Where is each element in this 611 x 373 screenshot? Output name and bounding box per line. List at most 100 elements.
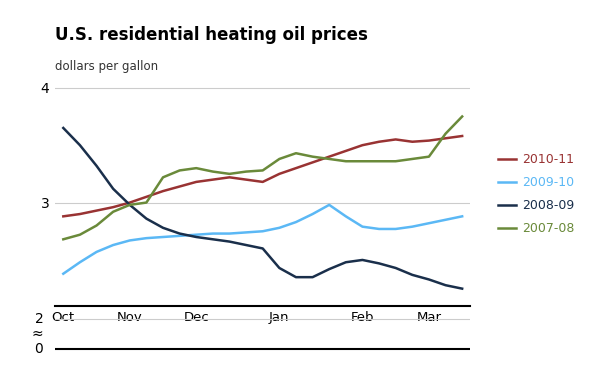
2010-11 bbox=[226, 175, 233, 179]
2009-10 bbox=[326, 203, 333, 207]
Line: 2007-08: 2007-08 bbox=[64, 116, 462, 239]
Text: 2: 2 bbox=[35, 312, 43, 326]
2007-08 bbox=[259, 168, 266, 173]
2010-11 bbox=[126, 200, 133, 205]
2007-08 bbox=[458, 114, 466, 119]
2009-10 bbox=[243, 230, 250, 235]
2007-08 bbox=[109, 210, 117, 214]
2008-09 bbox=[126, 203, 133, 207]
2007-08 bbox=[409, 157, 416, 161]
2009-10 bbox=[109, 243, 117, 247]
2010-11 bbox=[192, 180, 200, 184]
2009-10 bbox=[93, 250, 100, 254]
2010-11 bbox=[60, 214, 67, 219]
2008-09 bbox=[458, 286, 466, 291]
2008-09 bbox=[292, 275, 299, 279]
2007-08 bbox=[392, 159, 400, 163]
2008-09 bbox=[209, 237, 216, 242]
2010-11 bbox=[209, 178, 216, 182]
2010-11 bbox=[276, 172, 283, 176]
2010-11 bbox=[326, 154, 333, 159]
2009-10 bbox=[60, 272, 67, 276]
2007-08 bbox=[243, 169, 250, 174]
2009-10 bbox=[126, 238, 133, 243]
2009-10 bbox=[176, 233, 183, 238]
Text: dollars per gallon: dollars per gallon bbox=[55, 60, 158, 73]
2009-10 bbox=[392, 227, 400, 231]
2009-10 bbox=[292, 220, 299, 224]
2009-10 bbox=[409, 225, 416, 229]
2007-08 bbox=[209, 169, 216, 174]
2009-10 bbox=[375, 227, 382, 231]
2010-11 bbox=[76, 212, 84, 216]
Text: 0: 0 bbox=[35, 342, 43, 356]
2008-09 bbox=[60, 126, 67, 130]
2008-09 bbox=[143, 216, 150, 221]
2008-09 bbox=[425, 277, 433, 282]
2007-08 bbox=[292, 151, 299, 156]
2007-08 bbox=[425, 154, 433, 159]
2008-09 bbox=[109, 186, 117, 191]
2009-10 bbox=[192, 232, 200, 237]
2008-09 bbox=[409, 273, 416, 277]
2009-10 bbox=[76, 260, 84, 264]
2008-09 bbox=[192, 235, 200, 239]
2010-11 bbox=[442, 136, 449, 141]
2008-09 bbox=[93, 164, 100, 168]
Line: 2008-09: 2008-09 bbox=[64, 128, 462, 289]
2007-08 bbox=[76, 232, 84, 237]
2008-09 bbox=[342, 260, 349, 264]
2007-08 bbox=[309, 154, 316, 159]
2008-09 bbox=[326, 267, 333, 272]
2008-09 bbox=[176, 231, 183, 236]
2010-11 bbox=[392, 137, 400, 142]
2010-11 bbox=[259, 180, 266, 184]
2007-08 bbox=[126, 203, 133, 207]
2010-11 bbox=[143, 195, 150, 199]
2009-10 bbox=[259, 229, 266, 233]
2010-11 bbox=[176, 184, 183, 189]
2007-08 bbox=[276, 157, 283, 161]
Line: 2010-11: 2010-11 bbox=[64, 136, 462, 216]
Text: ≈: ≈ bbox=[32, 327, 43, 341]
2008-09 bbox=[276, 266, 283, 270]
2008-09 bbox=[359, 258, 366, 262]
2009-10 bbox=[359, 225, 366, 229]
2008-09 bbox=[259, 246, 266, 251]
2009-10 bbox=[276, 226, 283, 230]
2009-10 bbox=[226, 231, 233, 236]
2010-11 bbox=[159, 189, 167, 193]
2010-11 bbox=[243, 178, 250, 182]
2010-11 bbox=[359, 143, 366, 147]
2007-08 bbox=[442, 131, 449, 136]
2010-11 bbox=[375, 140, 382, 144]
2009-10 bbox=[425, 221, 433, 225]
Line: 2009-10: 2009-10 bbox=[64, 205, 462, 274]
2008-09 bbox=[309, 275, 316, 279]
2008-09 bbox=[375, 261, 382, 266]
Text: U.S. residential heating oil prices: U.S. residential heating oil prices bbox=[55, 26, 368, 44]
2007-08 bbox=[342, 159, 349, 163]
2008-09 bbox=[243, 243, 250, 247]
2007-08 bbox=[176, 168, 183, 173]
2010-11 bbox=[309, 160, 316, 164]
2007-08 bbox=[359, 159, 366, 163]
2008-09 bbox=[392, 266, 400, 270]
2008-09 bbox=[226, 239, 233, 244]
2007-08 bbox=[93, 223, 100, 228]
2009-10 bbox=[309, 212, 316, 216]
2007-08 bbox=[60, 237, 67, 242]
2008-09 bbox=[442, 283, 449, 288]
2008-09 bbox=[159, 226, 167, 230]
Legend: 2010-11, 2009-10, 2008-09, 2007-08: 2010-11, 2009-10, 2008-09, 2007-08 bbox=[493, 148, 579, 240]
2007-08 bbox=[226, 172, 233, 176]
2009-10 bbox=[458, 214, 466, 219]
2010-11 bbox=[93, 209, 100, 213]
2007-08 bbox=[326, 157, 333, 161]
2009-10 bbox=[209, 231, 216, 236]
2010-11 bbox=[425, 138, 433, 143]
2007-08 bbox=[143, 200, 150, 205]
2007-08 bbox=[159, 175, 167, 179]
2009-10 bbox=[159, 235, 167, 239]
2010-11 bbox=[342, 149, 349, 153]
